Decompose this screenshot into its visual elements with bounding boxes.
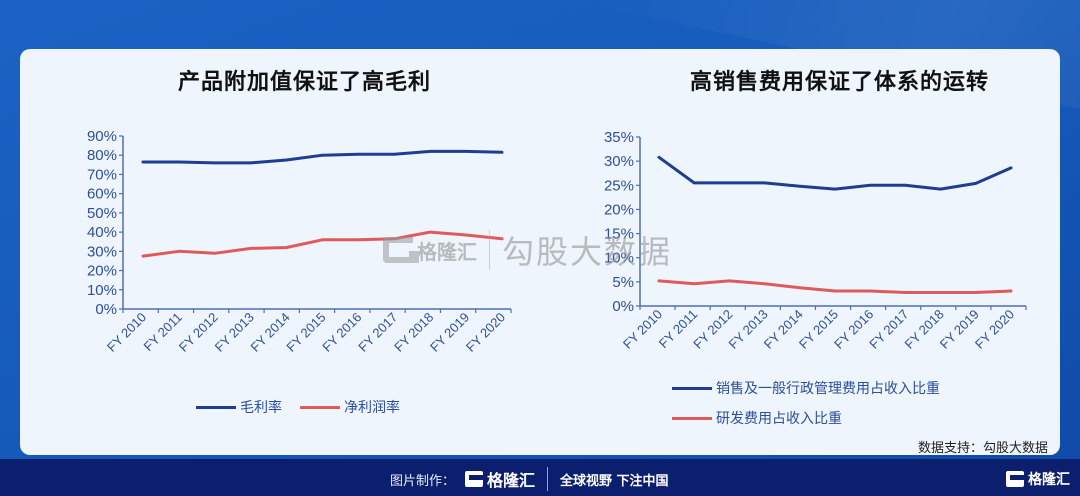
- right-chart-legend-rd: 研发费用占收入比重: [672, 408, 860, 428]
- svg-text:70%: 70%: [87, 166, 117, 183]
- svg-text:20%: 20%: [87, 263, 117, 280]
- svg-text:5%: 5%: [612, 274, 634, 291]
- svg-text:25%: 25%: [604, 177, 634, 194]
- footer-brand: 格隆汇: [487, 471, 536, 490]
- svg-text:10%: 10%: [87, 282, 117, 299]
- footer-bar: 图片制作： 格隆汇 全球视野 下注中国 格隆汇: [0, 459, 1080, 496]
- svg-text:FY 2020: FY 2020: [972, 307, 1017, 352]
- svg-text:20%: 20%: [604, 201, 634, 218]
- svg-text:40%: 40%: [87, 224, 117, 241]
- svg-text:60%: 60%: [87, 186, 117, 203]
- footer-right-logo: 格隆汇: [1006, 469, 1070, 489]
- data-source-note: 数据支持：勾股大数据: [917, 441, 1048, 456]
- svg-text:90%: 90%: [87, 128, 117, 145]
- svg-text:50%: 50%: [87, 205, 117, 222]
- brand-logo-icon: [465, 471, 484, 487]
- svg-text:30%: 30%: [604, 153, 634, 170]
- svg-text:FY 2020: FY 2020: [463, 310, 508, 355]
- legend-label-rd: 研发费用占收入比重: [716, 411, 842, 427]
- svg-text:80%: 80%: [87, 147, 117, 164]
- footer-credit: 图片制作： 格隆汇 全球视野 下注中国: [390, 467, 669, 491]
- legend-swatch-rd: [672, 416, 712, 420]
- svg-text:0%: 0%: [95, 301, 117, 318]
- right-chart-title: 高销售费用保证了体系的运转: [690, 69, 990, 95]
- footer-divider: [547, 467, 549, 491]
- right-chart-legend-sga: 销售及一般行政管理费用占收入比重: [672, 378, 958, 398]
- svg-text:30%: 30%: [87, 243, 117, 260]
- legend-swatch-gross-margin: [196, 405, 236, 409]
- left-chart-title: 产品附加值保证了高毛利: [178, 69, 432, 95]
- left-chart-legend: 毛利率 净利润率: [196, 397, 418, 417]
- legend-label-gross-margin: 毛利率: [240, 400, 282, 416]
- legend-swatch-sga: [672, 386, 712, 390]
- brand-logo-icon-small: [1006, 471, 1024, 487]
- legend-label-sga: 销售及一般行政管理费用占收入比重: [716, 381, 940, 397]
- footer-right-brand: 格隆汇: [1028, 472, 1070, 488]
- svg-text:15%: 15%: [604, 226, 634, 243]
- svg-text:10%: 10%: [604, 250, 634, 267]
- svg-text:0%: 0%: [612, 298, 634, 315]
- legend-label-net-margin: 净利润率: [344, 400, 400, 416]
- legend-swatch-net-margin: [300, 405, 340, 409]
- svg-text:35%: 35%: [604, 129, 634, 146]
- footer-made-by: 图片制作：: [390, 473, 456, 489]
- footer-slogan: 全球视野 下注中国: [560, 473, 669, 489]
